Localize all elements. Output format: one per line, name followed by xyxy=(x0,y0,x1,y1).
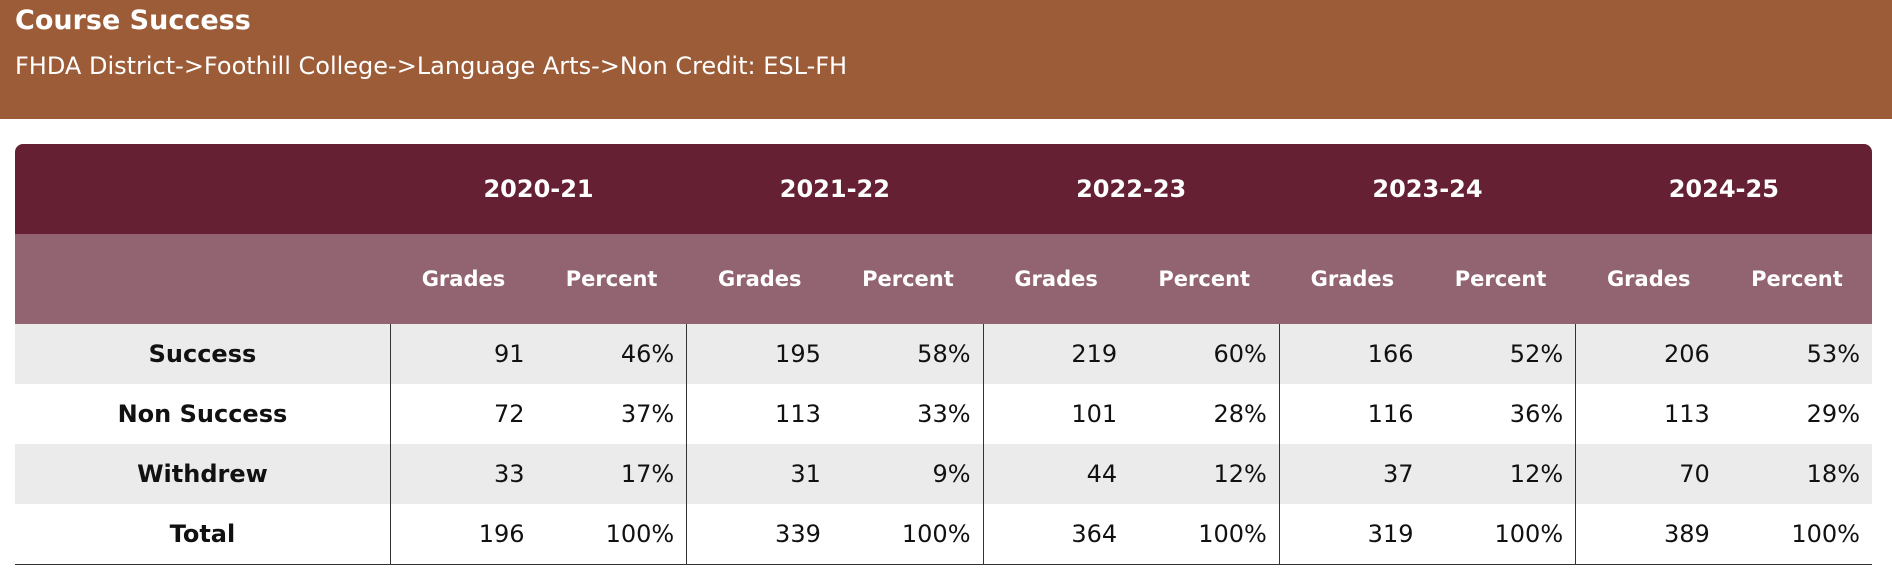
percent-cell: 60% xyxy=(1129,324,1280,384)
row-label: Withdrew xyxy=(15,444,391,504)
table-row: Success 91 46% 195 58% 219 60% 166 52% 2… xyxy=(15,324,1872,384)
grades-cell: 37 xyxy=(1278,444,1426,504)
course-success-table-container: 2020-21 2021-22 2022-23 2023-24 2024-25 … xyxy=(15,144,1872,565)
grades-cell: 72 xyxy=(389,384,537,444)
percent-cell: 52% xyxy=(1425,324,1576,384)
grades-cell: 166 xyxy=(1278,324,1426,384)
percent-cell: 29% xyxy=(1721,384,1872,444)
year-header: 2024-25 xyxy=(1575,144,1872,234)
page-title: Course Success xyxy=(15,5,251,36)
grades-cell: 101 xyxy=(982,384,1130,444)
percent-cell: 17% xyxy=(536,444,687,504)
percent-cell: 53% xyxy=(1721,324,1872,384)
year-header: 2023-24 xyxy=(1279,144,1576,234)
grades-header: Grades xyxy=(390,234,537,324)
grades-cell: 206 xyxy=(1575,324,1722,384)
row-label: Success xyxy=(15,324,391,384)
percent-cell: 9% xyxy=(832,444,984,504)
year-header-row: 2020-21 2021-22 2022-23 2023-24 2024-25 xyxy=(15,144,1872,234)
grades-cell: 70 xyxy=(1575,444,1722,504)
percent-header: Percent xyxy=(1425,234,1576,324)
percent-cell: 58% xyxy=(832,324,984,384)
percent-header: Percent xyxy=(536,234,687,324)
grades-cell: 33 xyxy=(389,444,537,504)
page-header: Course Success FHDA District->Foothill C… xyxy=(0,0,1892,119)
grades-header: Grades xyxy=(1279,234,1426,324)
percent-cell: 100% xyxy=(1425,504,1576,565)
grades-cell: 389 xyxy=(1575,504,1722,565)
breadcrumb: FHDA District->Foothill College->Languag… xyxy=(15,52,848,80)
course-success-table: 2020-21 2021-22 2022-23 2023-24 2024-25 … xyxy=(15,144,1872,565)
percent-cell: 12% xyxy=(1425,444,1576,504)
grades-cell: 364 xyxy=(982,504,1130,565)
corner-cell xyxy=(15,144,391,234)
row-label: Total xyxy=(15,504,391,565)
grades-cell: 196 xyxy=(389,504,537,565)
row-label: Non Success xyxy=(15,384,391,444)
grades-cell: 195 xyxy=(686,324,833,384)
percent-cell: 18% xyxy=(1721,444,1872,504)
year-header: 2022-23 xyxy=(983,144,1280,234)
percent-cell: 37% xyxy=(536,384,687,444)
percent-cell: 100% xyxy=(832,504,984,565)
percent-header: Percent xyxy=(1129,234,1280,324)
grades-cell: 116 xyxy=(1278,384,1426,444)
percent-cell: 12% xyxy=(1129,444,1280,504)
table-row: Withdrew 33 17% 31 9% 44 12% 37 12% 70 1… xyxy=(15,444,1872,504)
grades-header: Grades xyxy=(1575,234,1722,324)
percent-cell: 33% xyxy=(832,384,984,444)
grades-cell: 319 xyxy=(1278,504,1426,565)
percent-cell: 28% xyxy=(1129,384,1280,444)
grades-cell: 113 xyxy=(1575,384,1722,444)
grades-cell: 44 xyxy=(982,444,1130,504)
percent-cell: 46% xyxy=(536,324,687,384)
subheader-row: Grades Percent Grades Percent Grades Per… xyxy=(15,234,1872,324)
subheader-corner-cell xyxy=(15,234,391,324)
table-row: Non Success 72 37% 113 33% 101 28% 116 3… xyxy=(15,384,1872,444)
percent-header: Percent xyxy=(832,234,984,324)
percent-cell: 36% xyxy=(1425,384,1576,444)
percent-cell: 100% xyxy=(536,504,687,565)
grades-cell: 31 xyxy=(686,444,833,504)
year-header: 2020-21 xyxy=(390,144,687,234)
grades-header: Grades xyxy=(983,234,1130,324)
grades-cell: 219 xyxy=(982,324,1130,384)
percent-cell: 100% xyxy=(1129,504,1280,565)
grades-cell: 113 xyxy=(686,384,833,444)
grades-cell: 339 xyxy=(686,504,833,565)
grades-header: Grades xyxy=(686,234,833,324)
percent-header: Percent xyxy=(1721,234,1872,324)
percent-cell: 100% xyxy=(1721,504,1872,565)
grades-cell: 91 xyxy=(389,324,537,384)
table-row: Total 196 100% 339 100% 364 100% 319 100… xyxy=(15,504,1872,565)
year-header: 2021-22 xyxy=(686,144,984,234)
